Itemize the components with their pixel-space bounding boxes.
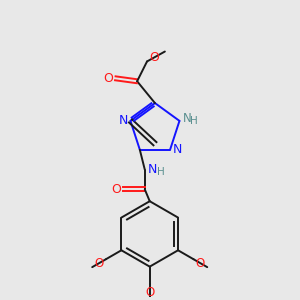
Text: N: N <box>148 163 158 176</box>
Text: O: O <box>149 51 159 64</box>
Text: O: O <box>196 257 205 270</box>
Text: O: O <box>94 257 104 270</box>
Text: H: H <box>157 167 164 178</box>
Text: H: H <box>190 116 198 126</box>
Text: O: O <box>145 286 154 299</box>
Text: N: N <box>183 112 192 125</box>
Text: O: O <box>103 72 113 85</box>
Text: O: O <box>111 183 121 196</box>
Text: N: N <box>119 114 128 128</box>
Text: N: N <box>172 143 182 156</box>
